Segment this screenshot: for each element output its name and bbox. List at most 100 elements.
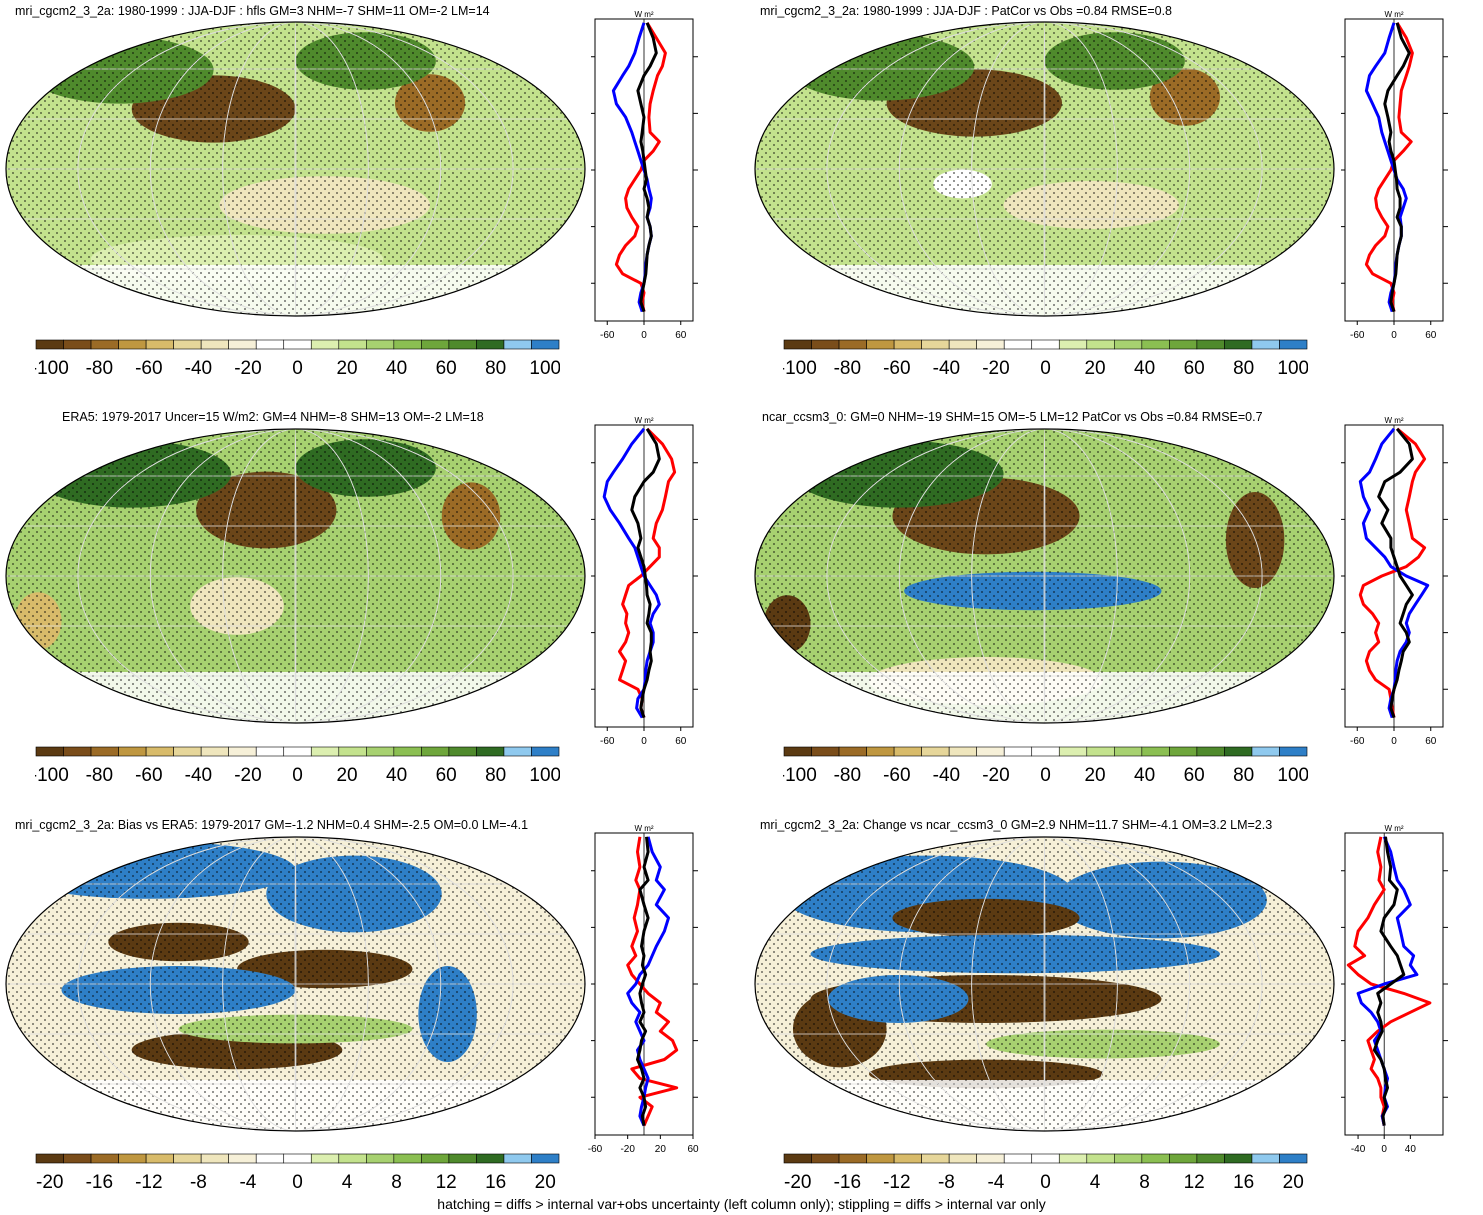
- colorbar-tick-label: -80: [86, 358, 113, 379]
- colorbar: -100 -80 -60 -40 -20 0 20 40 60 80 100: [35, 746, 560, 786]
- footer-caption: hatching = diffs > internal var+obs unce…: [437, 1196, 1046, 1212]
- colorbar-swatch: [310, 339, 340, 350]
- x-tick-label: -20: [620, 1144, 635, 1155]
- map-border: [5, 836, 586, 1132]
- zonal-series-line: [1358, 427, 1427, 718]
- map-gridline: [77, 22, 514, 316]
- zonal-unit-label: W m²: [1384, 824, 1403, 833]
- colorbar-swatch: [1279, 746, 1308, 757]
- colorbar-swatch: [283, 1153, 312, 1164]
- x-tick-label: 0: [641, 330, 647, 341]
- x-tick-label: 20: [655, 1144, 667, 1155]
- colorbar-swatch: [1058, 1153, 1088, 1164]
- colorbar-tick-label: 0: [1040, 765, 1051, 786]
- colorbar-swatch: [866, 1153, 895, 1164]
- colorbar-swatch: [531, 339, 560, 350]
- colorbar-swatch: [503, 1153, 532, 1164]
- colorbar-tick-label: 12: [1184, 1172, 1205, 1193]
- colorbar-tick-label: 100: [1277, 765, 1308, 786]
- colorbar-swatch: [838, 1153, 867, 1164]
- colorbar-swatch: [145, 339, 174, 350]
- colorbar-tick-label: -60: [135, 765, 162, 786]
- x-tick-label: 0: [1391, 330, 1397, 341]
- colorbar-swatch: [1169, 746, 1198, 757]
- colorbar-swatch: [63, 1153, 92, 1164]
- colorbar-swatch: [1003, 1153, 1033, 1164]
- colorbar-swatch: [503, 746, 532, 757]
- colorbar-tick-label: 20: [1084, 358, 1105, 379]
- colorbar-swatch: [255, 1153, 285, 1164]
- colorbar-swatch: [476, 339, 505, 350]
- colorbar-swatch: [393, 339, 422, 350]
- colorbar-tick-label: -60: [135, 358, 162, 379]
- colorbar-swatch: [1086, 746, 1115, 757]
- colorbar-tick-label: 4: [1090, 1172, 1101, 1193]
- colorbar-swatch: [90, 746, 119, 757]
- map-gridline: [77, 429, 514, 723]
- colorbar-tick-label: 20: [1084, 765, 1105, 786]
- zonal-series-line: [1358, 427, 1430, 719]
- map-plot: [754, 21, 1335, 317]
- map-gridline: [77, 837, 514, 1131]
- x-tick-label: 60: [1425, 330, 1437, 341]
- colorbar-swatch: [310, 1153, 340, 1164]
- colorbar-tick-label: 80: [1233, 765, 1254, 786]
- colorbar-tick-label: 80: [1233, 358, 1254, 379]
- colorbar-swatch: [283, 339, 312, 350]
- colorbar-swatch: [338, 746, 367, 757]
- colorbar-tick-label: -12: [883, 1172, 910, 1193]
- x-tick-label: 60: [1425, 736, 1437, 747]
- colorbar-swatch: [118, 1153, 147, 1164]
- map-gridline: [222, 22, 369, 316]
- colorbar-swatch: [255, 339, 285, 350]
- panel-title: ERA5: 1979-2017 Uncer=15 W/m2: GM=4 NHM=…: [62, 410, 484, 424]
- colorbar-swatch: [63, 339, 92, 350]
- map-plot: [5, 836, 586, 1132]
- colorbar-tick-label: 40: [1134, 358, 1155, 379]
- colorbar-swatch: [145, 1153, 174, 1164]
- colorbar-swatch: [228, 746, 257, 757]
- colorbar-swatch: [948, 339, 977, 350]
- colorbar-swatch: [1196, 1153, 1225, 1164]
- colorbar-swatch: [1141, 339, 1170, 350]
- map-gridline: [222, 837, 369, 1131]
- colorbar-tick-label: -8: [190, 1172, 207, 1193]
- colorbar-swatch: [1169, 339, 1198, 350]
- colorbar-swatch: [948, 746, 977, 757]
- map-gridline: [971, 429, 1118, 723]
- colorbar-swatch: [35, 339, 64, 350]
- panel-title: mri_cgcm2_3_2a: Bias vs ERA5: 1979-2017 …: [15, 818, 529, 832]
- colorbar-swatch: [866, 339, 895, 350]
- zonal-series-line: [1377, 427, 1414, 719]
- x-tick-label: -60: [1350, 330, 1365, 341]
- colorbar-swatch: [1114, 1153, 1143, 1164]
- colorbar-swatch: [976, 746, 1005, 757]
- zonal-series-line: [630, 428, 661, 719]
- colorbar-swatch: [1196, 339, 1225, 350]
- colorbar: -100 -80 -60 -40 -20 0 20 40 60 80 100: [783, 339, 1308, 379]
- colorbar-swatch: [1086, 1153, 1115, 1164]
- colorbar-swatch: [1141, 746, 1170, 757]
- zonal-series-line: [1364, 22, 1414, 312]
- colorbar-tick-label: -4: [987, 1172, 1004, 1193]
- colorbar-tick-label: 60: [1184, 765, 1205, 786]
- colorbar-swatch: [173, 1153, 202, 1164]
- colorbar-swatch: [283, 746, 312, 757]
- colorbar-tick-label: -40: [185, 765, 212, 786]
- colorbar-swatch: [145, 746, 174, 757]
- zonal-unit-label: W m²: [1384, 10, 1403, 19]
- map-gridline: [1043, 429, 1046, 723]
- panel-title: mri_cgcm2_3_2a: Change vs ncar_ccsm3_0 G…: [760, 818, 1273, 832]
- panel-title: ncar_ccsm3_0: GM=0 NHM=-19 SHM=15 OM=-5 …: [762, 410, 1263, 424]
- colorbar-tick-label: 16: [1233, 1172, 1254, 1193]
- colorbar-tick-label: 12: [436, 1172, 457, 1193]
- map-gridline: [971, 22, 1118, 316]
- colorbar-tick-label: 80: [485, 765, 506, 786]
- colorbar-tick-label: 100: [1277, 358, 1308, 379]
- colorbar-tick-label: -40: [933, 358, 960, 379]
- colorbar-swatch: [366, 746, 395, 757]
- colorbar-tick-label: -4: [239, 1172, 256, 1193]
- colorbar-swatch: [811, 1153, 840, 1164]
